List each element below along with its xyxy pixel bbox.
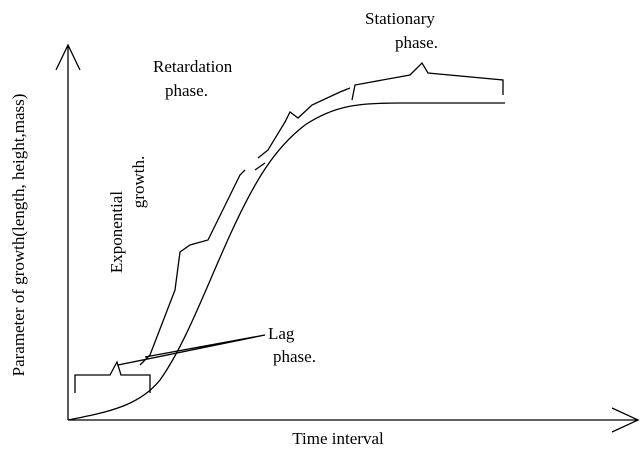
growth-curve: [67, 102, 505, 421]
lag-pointer: [117, 334, 266, 366]
lag-bracket: [74, 360, 151, 393]
phase-label: Exponential: [107, 191, 126, 273]
phase-label: Retardation: [153, 57, 233, 76]
x-axis-label: Time interval: [292, 429, 384, 448]
retardation-bracket: [257, 87, 351, 159]
exponential-bracket: [139, 162, 266, 366]
phase-label: phase.: [165, 81, 208, 100]
phase-label: Stationary: [365, 9, 435, 28]
y-axis-label: Parameter of growth(length, height,mass): [9, 94, 28, 377]
phase-label: phase.: [273, 347, 316, 366]
phase-label: Lag: [268, 324, 295, 343]
y-axis: [55, 43, 81, 420]
phase-label: phase.: [395, 33, 438, 52]
x-axis: [68, 407, 640, 433]
stationary-bracket: [351, 61, 504, 101]
phase-label: growth.: [129, 156, 148, 208]
